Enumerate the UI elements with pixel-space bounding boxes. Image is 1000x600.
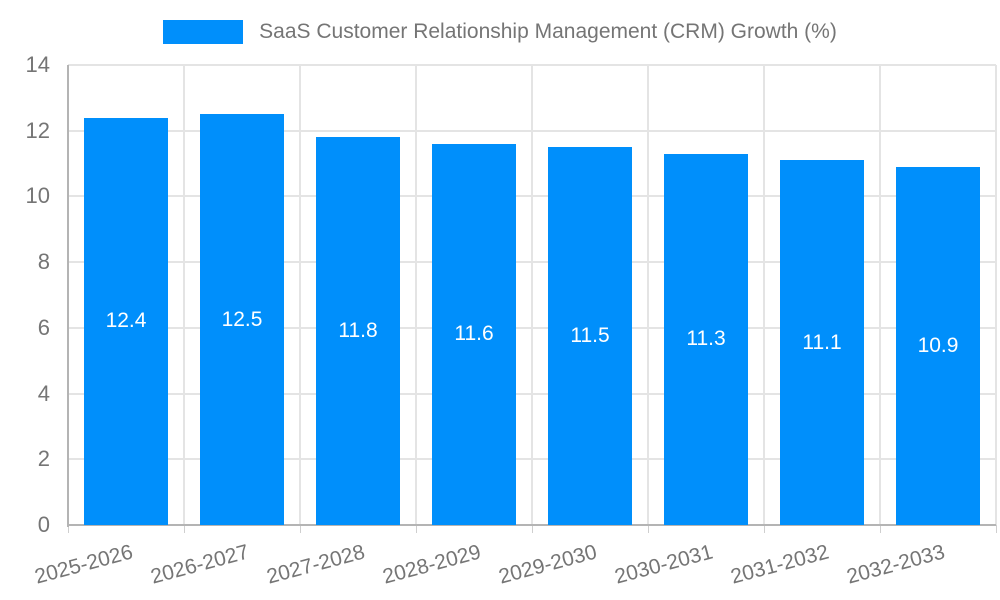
bar-value-label: 11.3 — [686, 327, 726, 351]
bar-value-label: 11.6 — [454, 322, 494, 346]
gridline-vertical — [183, 65, 185, 525]
y-axis-label: 14 — [25, 52, 50, 77]
x-axis-label: 2027-2028 — [263, 540, 367, 589]
y-axis-line — [67, 65, 69, 527]
x-axis-tick — [996, 525, 997, 533]
legend[interactable]: SaaS Customer Relationship Management (C… — [0, 19, 1000, 45]
y-axis-label: 0 — [37, 512, 50, 537]
x-axis-tick — [184, 525, 185, 533]
gridline-vertical — [647, 65, 649, 525]
y-axis-label: 4 — [37, 380, 50, 406]
gridline-vertical — [879, 65, 881, 525]
bar[interactable] — [548, 147, 632, 525]
x-axis-tick — [532, 525, 533, 533]
bar-value-label: 11.5 — [570, 324, 610, 348]
bar[interactable] — [200, 114, 284, 525]
x-axis-label: 2028-2029 — [379, 540, 483, 589]
x-axis-label: 2026-2027 — [147, 540, 251, 589]
x-axis-label: 2032-2033 — [843, 540, 947, 589]
y-axis-label: 8 — [37, 249, 50, 275]
y-axis-label: 2 — [37, 446, 50, 472]
x-axis-label: 2025-2026 — [31, 540, 135, 589]
x-axis-tick — [648, 525, 649, 533]
bar[interactable] — [664, 153, 748, 525]
x-axis-label: 2030-2031 — [611, 540, 715, 589]
y-axis-label: 10 — [25, 183, 50, 209]
bar[interactable] — [896, 166, 980, 525]
bar-value-label: 12.4 — [105, 309, 147, 333]
bar-value-label: 11.8 — [338, 319, 378, 343]
bar-value-label: 12.5 — [221, 307, 263, 331]
x-axis-label: 2029-2030 — [495, 540, 599, 589]
gridline-vertical — [763, 65, 765, 525]
x-axis-line — [68, 524, 996, 526]
x-axis-label: 2031-2032 — [727, 540, 831, 589]
bar[interactable] — [84, 117, 168, 525]
gridline-vertical — [299, 65, 301, 525]
bar[interactable] — [316, 137, 400, 525]
bar-value-label: 11.1 — [802, 330, 842, 354]
bar[interactable] — [432, 143, 516, 525]
gridline-vertical — [415, 65, 417, 525]
x-axis-tick — [416, 525, 417, 533]
legend-marker — [163, 20, 244, 44]
y-axis-label: 12 — [25, 117, 50, 143]
bar-value-label: 10.9 — [917, 333, 959, 357]
bar[interactable] — [780, 160, 864, 525]
x-axis-tick — [880, 525, 881, 533]
y-axis-label: 6 — [37, 314, 50, 340]
legend-label: SaaS Customer Relationship Management (C… — [259, 20, 837, 43]
x-axis-tick — [68, 525, 69, 533]
x-axis-tick — [300, 525, 301, 533]
x-axis-tick — [764, 525, 765, 533]
gridline-vertical — [531, 65, 533, 525]
gridline-vertical — [995, 65, 997, 525]
